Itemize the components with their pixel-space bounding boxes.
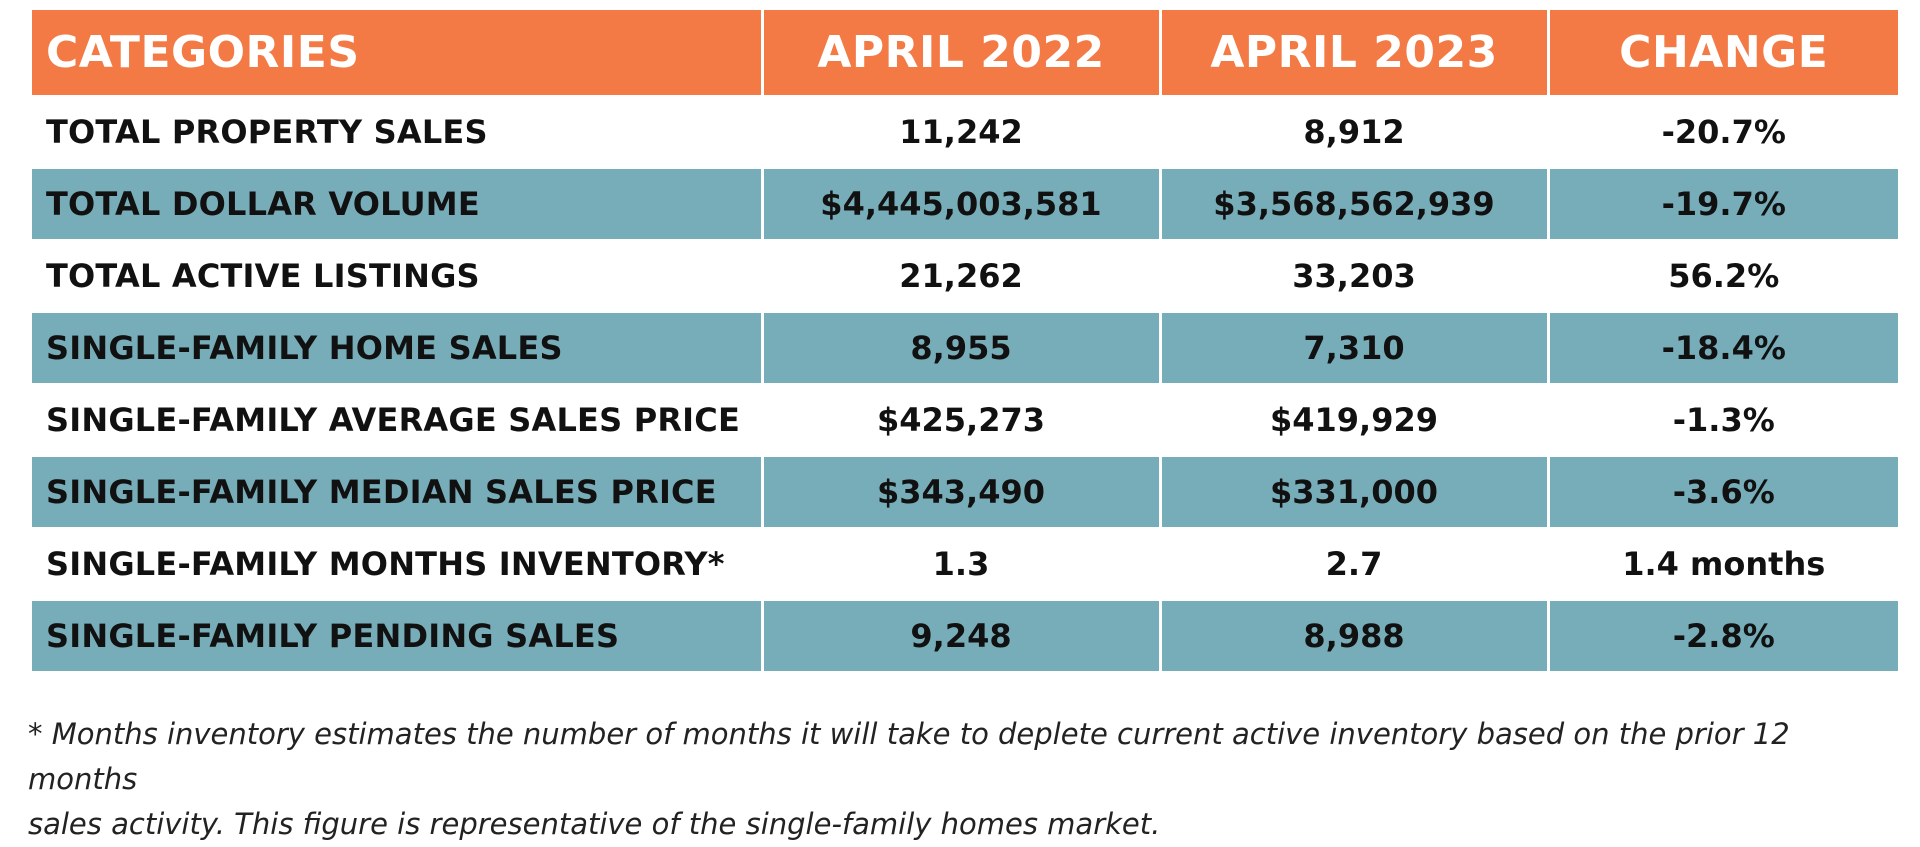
row-april-2023: 2.7 <box>1160 527 1550 601</box>
row-april-2023: 7,310 <box>1160 311 1550 385</box>
row-change: -2.8% <box>1548 599 1898 673</box>
row-change: 1.4 months <box>1548 527 1898 601</box>
footnote: * Months inventory estimates the number … <box>28 712 1908 847</box>
row-april-2022: $4,445,003,581 <box>762 167 1162 241</box>
table-row: SINGLE-FAMILY PENDING SALES 9,248 8,988 … <box>32 599 1898 673</box>
row-april-2022: 1.3 <box>762 527 1162 601</box>
table-row: TOTAL DOLLAR VOLUME $4,445,003,581 $3,56… <box>32 167 1898 241</box>
row-category: SINGLE-FAMILY HOME SALES <box>32 311 764 385</box>
header-categories: CATEGORIES <box>32 10 764 96</box>
row-category: SINGLE-FAMILY MONTHS INVENTORY* <box>32 527 764 601</box>
row-april-2023: $331,000 <box>1160 455 1550 529</box>
table-row: SINGLE-FAMILY AVERAGE SALES PRICE $425,2… <box>32 383 1898 457</box>
row-april-2023: $3,568,562,939 <box>1160 167 1550 241</box>
row-change: -3.6% <box>1548 455 1898 529</box>
row-change: -19.7% <box>1548 167 1898 241</box>
table-header: CATEGORIES APRIL 2022 APRIL 2023 CHANGE <box>32 10 1898 96</box>
row-april-2023: 33,203 <box>1160 239 1550 313</box>
row-april-2022: $425,273 <box>762 383 1162 457</box>
row-april-2022: 21,262 <box>762 239 1162 313</box>
table-row: SINGLE-FAMILY HOME SALES 8,955 7,310 -18… <box>32 311 1898 385</box>
table-row: TOTAL ACTIVE LISTINGS 21,262 33,203 56.2… <box>32 239 1898 313</box>
table-row: SINGLE-FAMILY MEDIAN SALES PRICE $343,49… <box>32 455 1898 529</box>
table-row: SINGLE-FAMILY MONTHS INVENTORY* 1.3 2.7 … <box>32 527 1898 601</box>
row-category: SINGLE-FAMILY PENDING SALES <box>32 599 764 673</box>
row-category: SINGLE-FAMILY MEDIAN SALES PRICE <box>32 455 764 529</box>
header-row: CATEGORIES APRIL 2022 APRIL 2023 CHANGE <box>32 10 1898 96</box>
row-april-2022: $343,490 <box>762 455 1162 529</box>
row-april-2022: 9,248 <box>762 599 1162 673</box>
row-april-2023: 8,988 <box>1160 599 1550 673</box>
footnote-line-2: sales activity. This figure is represent… <box>28 807 1161 841</box>
row-change: -1.3% <box>1548 383 1898 457</box>
row-april-2022: 8,955 <box>762 311 1162 385</box>
market-stats-table: CATEGORIES APRIL 2022 APRIL 2023 CHANGE … <box>32 10 1898 673</box>
row-category: TOTAL PROPERTY SALES <box>32 95 764 169</box>
header-april-2023: APRIL 2023 <box>1160 10 1550 96</box>
row-change: -18.4% <box>1548 311 1898 385</box>
row-change: -20.7% <box>1548 95 1898 169</box>
header-change: CHANGE <box>1548 10 1898 96</box>
row-category: TOTAL DOLLAR VOLUME <box>32 167 764 241</box>
row-category: SINGLE-FAMILY AVERAGE SALES PRICE <box>32 383 764 457</box>
table-body: TOTAL PROPERTY SALES 11,242 8,912 -20.7%… <box>32 95 1898 673</box>
row-category: TOTAL ACTIVE LISTINGS <box>32 239 764 313</box>
table-row: TOTAL PROPERTY SALES 11,242 8,912 -20.7% <box>32 95 1898 169</box>
row-change: 56.2% <box>1548 239 1898 313</box>
row-april-2022: 11,242 <box>762 95 1162 169</box>
footnote-line-1: * Months inventory estimates the number … <box>28 717 1790 796</box>
row-april-2023: 8,912 <box>1160 95 1550 169</box>
header-april-2022: APRIL 2022 <box>762 10 1162 96</box>
row-april-2023: $419,929 <box>1160 383 1550 457</box>
